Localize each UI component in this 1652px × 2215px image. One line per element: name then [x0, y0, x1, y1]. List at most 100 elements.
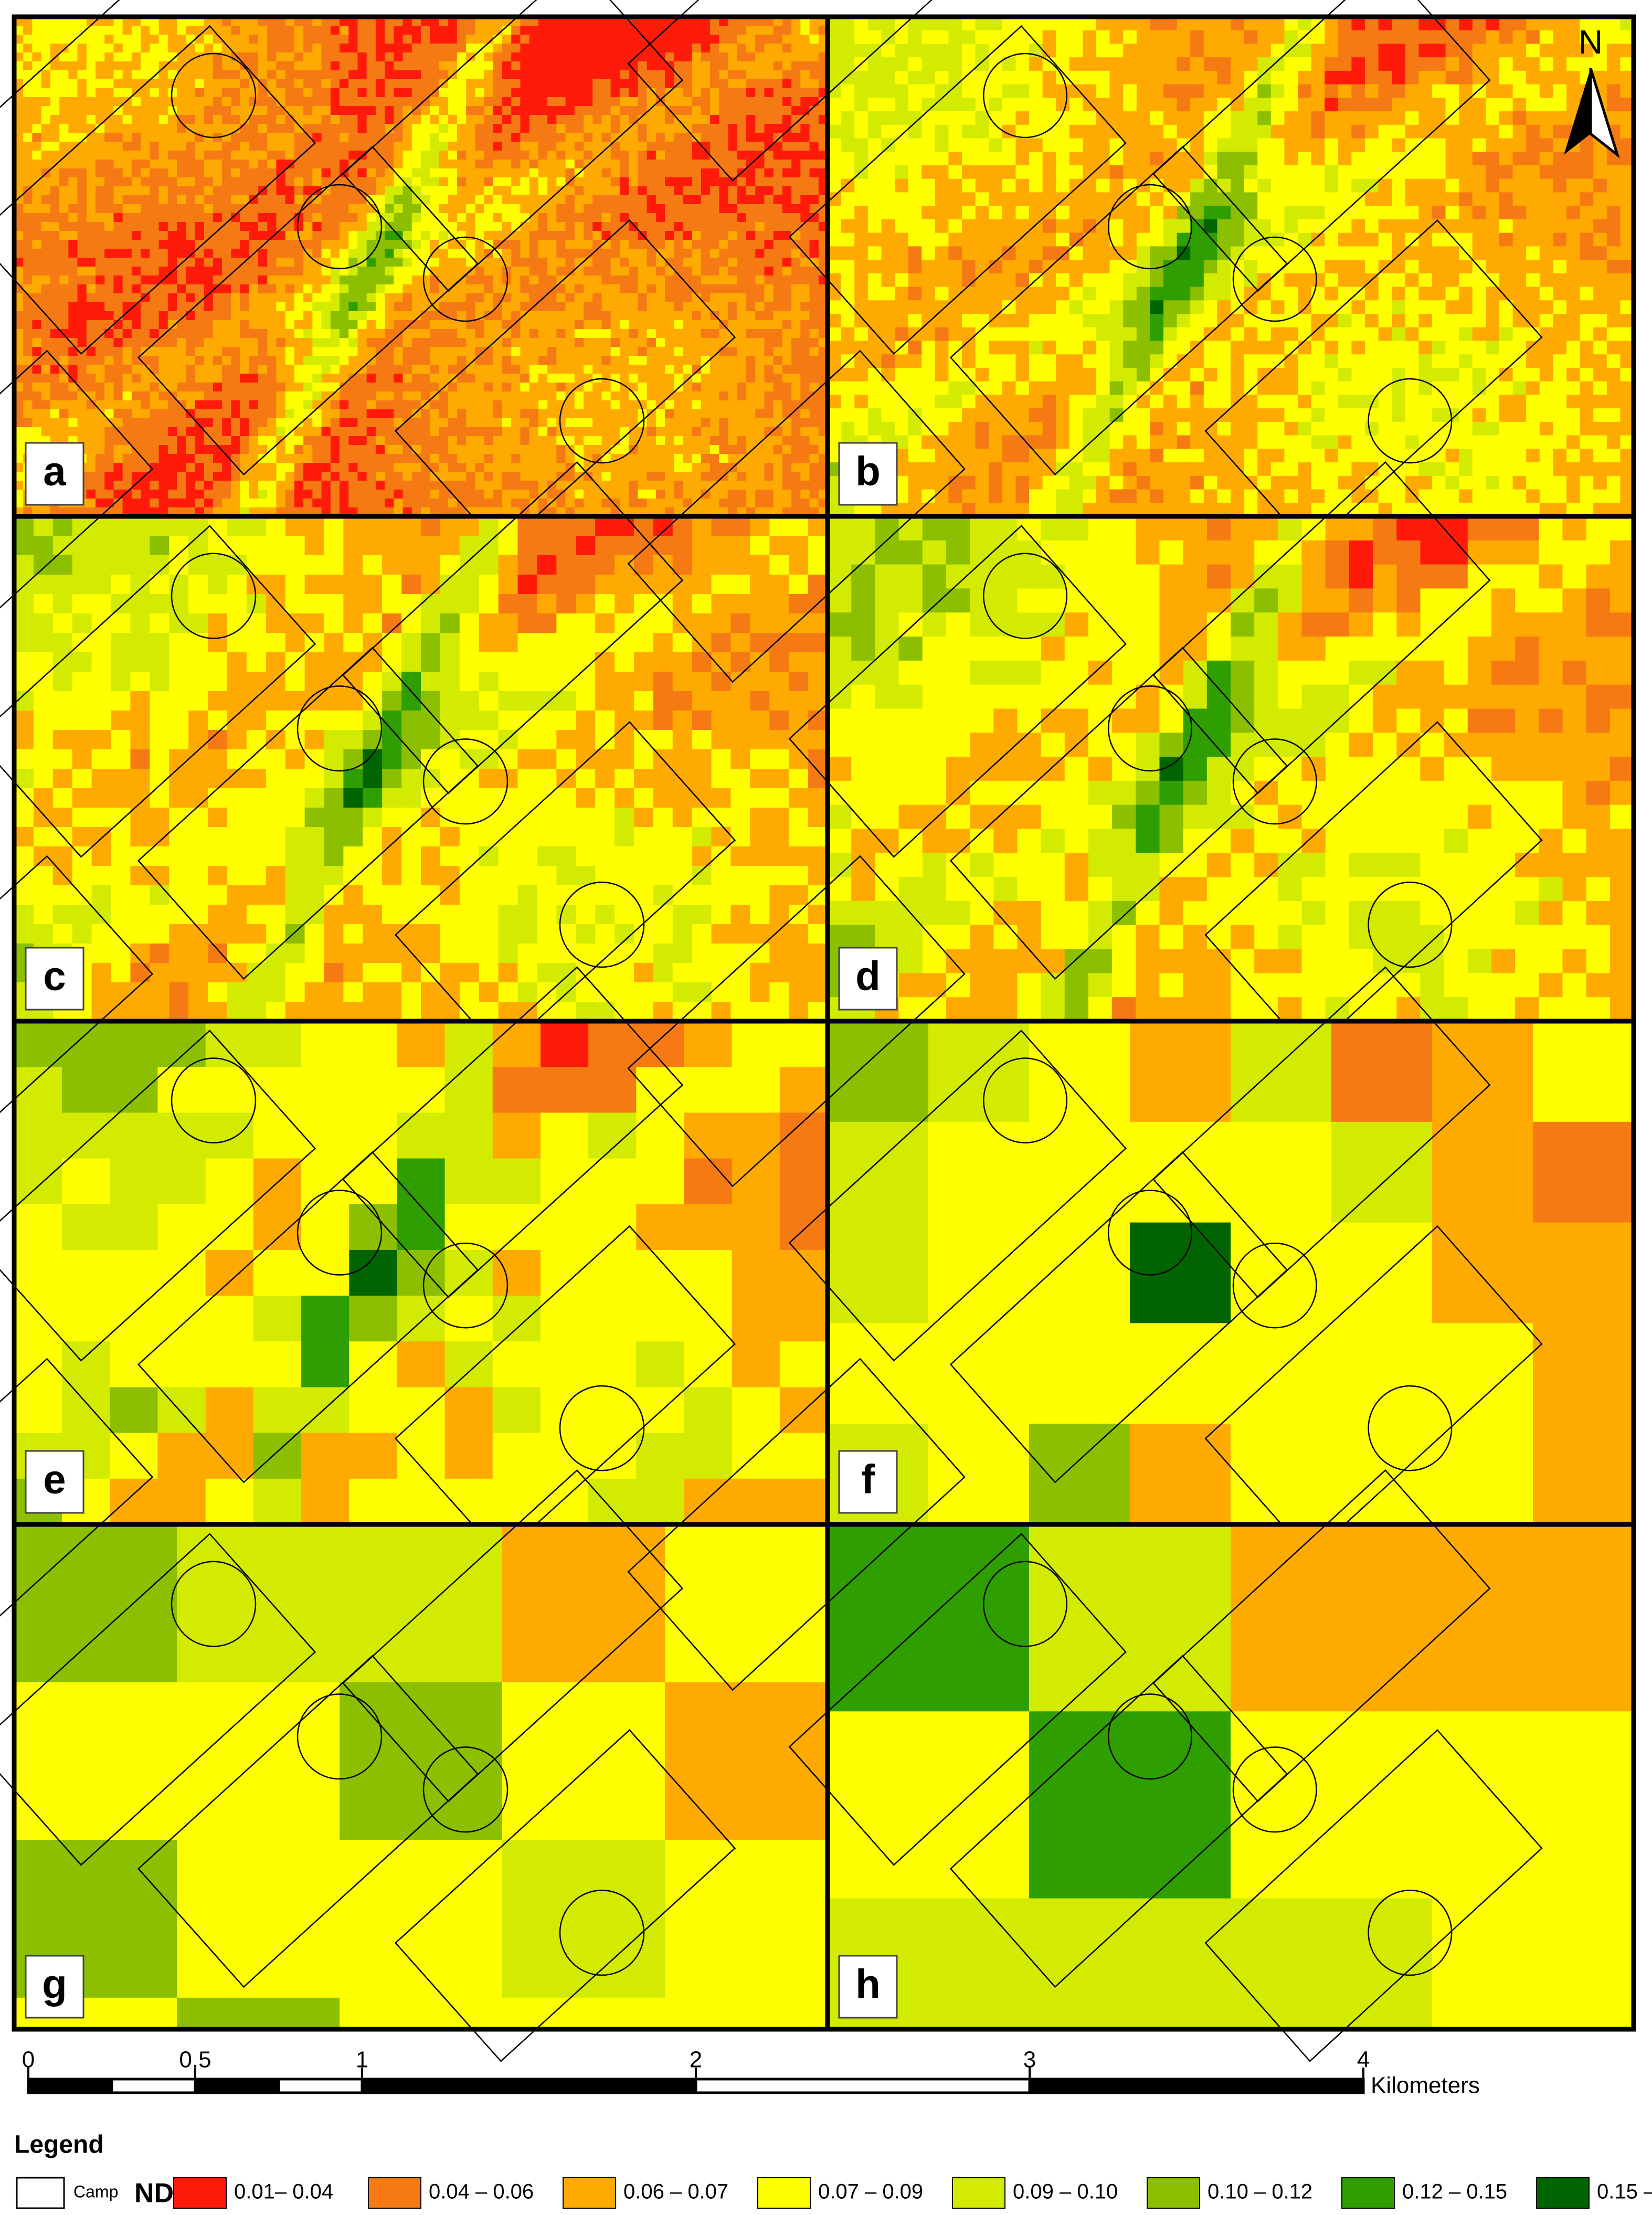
raster-cell: [258, 338, 268, 347]
raster-cell: [267, 436, 277, 446]
raster-cell: [493, 391, 503, 401]
raster-cell: [692, 275, 702, 285]
raster-cell: [41, 133, 51, 142]
raster-cell: [158, 160, 168, 169]
raster-cell: [475, 177, 485, 187]
raster-cell: [330, 374, 340, 383]
raster-cell: [457, 347, 467, 356]
raster-cell: [692, 177, 702, 187]
raster-cell: [141, 418, 150, 428]
raster-cell: [285, 79, 295, 89]
raster-cell: [511, 347, 521, 356]
raster-cell: [511, 409, 521, 419]
raster-cell: [411, 88, 421, 98]
raster-cell: [276, 427, 286, 437]
raster-cell: [59, 418, 69, 428]
raster-cell: [728, 436, 738, 446]
raster-cell: [294, 79, 304, 89]
raster-cell: [186, 329, 196, 338]
raster-cell: [41, 26, 51, 35]
raster-cell: [167, 249, 177, 258]
raster-cell: [158, 409, 168, 419]
raster-cell: [411, 151, 421, 160]
raster-cell: [683, 436, 693, 446]
raster-cell: [131, 445, 141, 454]
raster-cell: [520, 347, 530, 356]
raster-cell: [592, 133, 602, 142]
raster-cell: [303, 427, 313, 437]
raster-cell: [213, 186, 223, 196]
raster-cell: [59, 293, 69, 303]
raster-cell: [773, 356, 783, 365]
raster-cell: [475, 106, 485, 115]
raster-cell: [294, 195, 304, 205]
raster-cell: [547, 356, 557, 365]
raster-cell: [267, 302, 277, 312]
raster-cell: [303, 347, 313, 356]
raster-cell: [502, 168, 512, 178]
raster-cell: [647, 320, 656, 330]
raster-cell: [366, 240, 376, 249]
raster-cell: [104, 284, 114, 294]
raster-cell: [50, 35, 60, 44]
raster-cell: [77, 329, 87, 338]
raster-cell: [475, 204, 485, 214]
raster-cell: [213, 400, 223, 410]
raster-cell: [755, 186, 765, 196]
raster-cell: [647, 186, 656, 196]
raster-cell: [466, 472, 475, 481]
raster-cell: [791, 329, 801, 338]
raster-cell: [592, 124, 602, 133]
raster-cell: [457, 338, 467, 347]
raster-cell: [122, 481, 132, 490]
raster-cell: [800, 391, 810, 401]
raster-cell: [430, 374, 440, 383]
raster-cell: [59, 177, 69, 187]
raster-cell: [520, 213, 530, 222]
raster-cell: [547, 177, 557, 187]
raster-cell: [68, 186, 78, 196]
raster-cell: [213, 302, 223, 312]
raster-cell: [701, 383, 711, 392]
raster-cell: [746, 383, 756, 392]
raster-cell: [674, 26, 684, 35]
raster-cell: [692, 213, 702, 222]
raster-cell: [59, 133, 69, 142]
raster-cell: [629, 249, 638, 258]
raster-cell: [240, 115, 250, 124]
raster-cell: [158, 418, 168, 428]
raster-cell: [584, 445, 593, 454]
raster-cell: [755, 329, 765, 338]
raster-cell: [32, 400, 42, 410]
raster-cell: [186, 249, 196, 258]
raster-cell: [610, 222, 620, 231]
raster-cell: [629, 222, 638, 231]
raster-cell: [348, 168, 358, 178]
raster-cell: [294, 26, 304, 35]
raster-cell: [493, 195, 503, 205]
raster-cell: [565, 52, 575, 62]
raster-cell: [150, 168, 160, 178]
raster-cell: [267, 329, 277, 338]
raster-cell: [330, 213, 340, 222]
raster-cell: [584, 26, 593, 35]
raster-cell: [619, 418, 629, 428]
raster-cell: [629, 311, 638, 321]
raster-cell: [448, 409, 458, 419]
raster-cell: [321, 240, 331, 249]
raster-cell: [375, 44, 385, 53]
raster-cell: [204, 70, 214, 80]
raster-cell: [755, 204, 765, 214]
raster-cell: [23, 418, 33, 428]
raster-cell: [375, 195, 385, 205]
raster-cell: [746, 88, 756, 98]
raster-cell: [330, 249, 340, 258]
raster-cell: [249, 347, 259, 356]
raster-cell: [430, 490, 440, 499]
raster-cell: [104, 258, 114, 267]
raster-cell: [448, 186, 458, 196]
raster-cell: [394, 463, 404, 472]
raster-cell: [86, 168, 96, 178]
raster-cell: [683, 177, 693, 187]
raster-cell: [77, 106, 87, 115]
